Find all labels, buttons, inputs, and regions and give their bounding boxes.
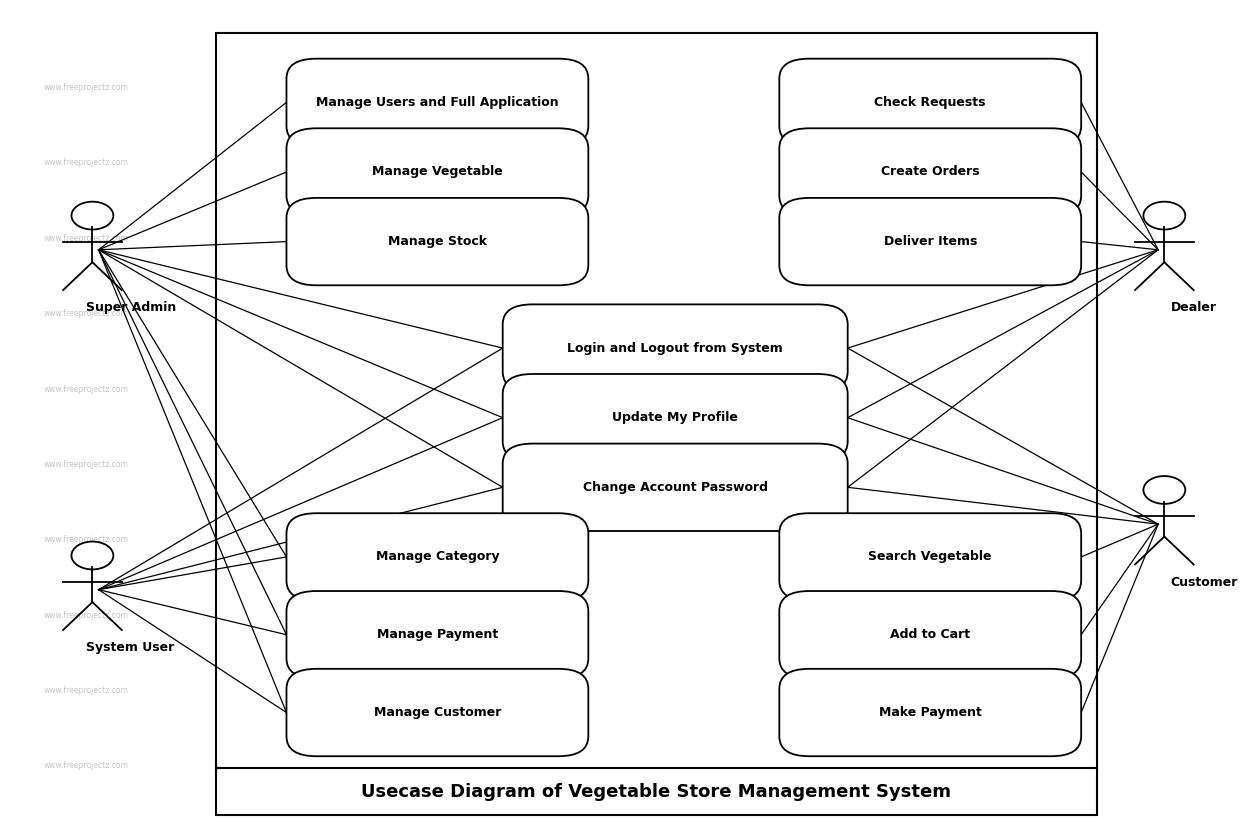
Text: www.freeprojectz.com: www.freeprojectz.com — [44, 611, 129, 619]
FancyBboxPatch shape — [503, 305, 848, 391]
Text: www.freeprojectz.com: www.freeprojectz.com — [623, 536, 708, 544]
Text: Make Payment: Make Payment — [878, 706, 982, 719]
Text: www.freeprojectz.com: www.freeprojectz.com — [912, 84, 997, 92]
Text: www.freeprojectz.com: www.freeprojectz.com — [333, 611, 418, 619]
Text: www.freeprojectz.com: www.freeprojectz.com — [333, 159, 418, 167]
FancyBboxPatch shape — [286, 198, 588, 285]
Text: Manage Category: Manage Category — [375, 550, 499, 563]
FancyBboxPatch shape — [503, 374, 848, 461]
Text: www.freeprojectz.com: www.freeprojectz.com — [623, 159, 708, 167]
Text: Manage Payment: Manage Payment — [377, 628, 498, 641]
Text: www.freeprojectz.com: www.freeprojectz.com — [623, 84, 708, 92]
FancyBboxPatch shape — [779, 514, 1081, 600]
Text: Manage Vegetable: Manage Vegetable — [372, 165, 503, 179]
Text: www.freeprojectz.com: www.freeprojectz.com — [912, 686, 997, 695]
Text: www.freeprojectz.com: www.freeprojectz.com — [44, 686, 129, 695]
Text: System User: System User — [86, 641, 174, 654]
Text: www.freeprojectz.com: www.freeprojectz.com — [623, 762, 708, 770]
Text: www.freeprojectz.com: www.freeprojectz.com — [333, 310, 418, 318]
FancyBboxPatch shape — [779, 591, 1081, 678]
Text: Customer: Customer — [1171, 576, 1238, 589]
Text: www.freeprojectz.com: www.freeprojectz.com — [623, 234, 708, 242]
Text: www.freeprojectz.com: www.freeprojectz.com — [333, 686, 418, 695]
Text: www.freeprojectz.com: www.freeprojectz.com — [333, 536, 418, 544]
Text: www.freeprojectz.com: www.freeprojectz.com — [912, 234, 997, 242]
FancyBboxPatch shape — [286, 129, 588, 215]
Text: www.freeprojectz.com: www.freeprojectz.com — [44, 84, 129, 92]
Text: Dealer: Dealer — [1171, 301, 1216, 314]
Text: Update My Profile: Update My Profile — [612, 411, 738, 424]
FancyBboxPatch shape — [779, 198, 1081, 285]
Text: Super Admin: Super Admin — [86, 301, 176, 314]
Text: Check Requests: Check Requests — [874, 96, 986, 109]
Text: www.freeprojectz.com: www.freeprojectz.com — [44, 460, 129, 468]
FancyBboxPatch shape — [779, 669, 1081, 756]
FancyBboxPatch shape — [286, 669, 588, 756]
Text: www.freeprojectz.com: www.freeprojectz.com — [44, 234, 129, 242]
Text: www.freeprojectz.com: www.freeprojectz.com — [623, 310, 708, 318]
Bar — [215, 768, 1097, 815]
Text: www.freeprojectz.com: www.freeprojectz.com — [912, 310, 997, 318]
Text: Search Vegetable: Search Vegetable — [868, 550, 992, 563]
Text: Create Orders: Create Orders — [881, 165, 980, 179]
Text: www.freeprojectz.com: www.freeprojectz.com — [912, 762, 997, 770]
Text: www.freeprojectz.com: www.freeprojectz.com — [623, 686, 708, 695]
Text: Usecase Diagram of Vegetable Store Management System: Usecase Diagram of Vegetable Store Manag… — [362, 783, 951, 800]
Text: www.freeprojectz.com: www.freeprojectz.com — [912, 159, 997, 167]
Text: www.freeprojectz.com: www.freeprojectz.com — [44, 762, 129, 770]
Text: www.freeprojectz.com: www.freeprojectz.com — [912, 385, 997, 393]
Text: www.freeprojectz.com: www.freeprojectz.com — [333, 762, 418, 770]
Text: www.freeprojectz.com: www.freeprojectz.com — [912, 611, 997, 619]
Text: www.freeprojectz.com: www.freeprojectz.com — [623, 385, 708, 393]
Text: Login and Logout from System: Login and Logout from System — [567, 342, 783, 355]
Text: www.freeprojectz.com: www.freeprojectz.com — [44, 310, 129, 318]
Text: www.freeprojectz.com: www.freeprojectz.com — [912, 460, 997, 468]
Text: www.freeprojectz.com: www.freeprojectz.com — [912, 536, 997, 544]
Circle shape — [71, 541, 114, 569]
FancyBboxPatch shape — [286, 59, 588, 146]
FancyBboxPatch shape — [779, 129, 1081, 215]
FancyBboxPatch shape — [779, 59, 1081, 146]
Text: www.freeprojectz.com: www.freeprojectz.com — [333, 234, 418, 242]
Text: www.freeprojectz.com: www.freeprojectz.com — [44, 159, 129, 167]
Text: Change Account Password: Change Account Password — [583, 481, 768, 494]
FancyBboxPatch shape — [286, 514, 588, 600]
Text: www.freeprojectz.com: www.freeprojectz.com — [333, 460, 418, 468]
Text: www.freeprojectz.com: www.freeprojectz.com — [44, 385, 129, 393]
Circle shape — [1143, 476, 1185, 504]
Text: www.freeprojectz.com: www.freeprojectz.com — [623, 611, 708, 619]
Text: www.freeprojectz.com: www.freeprojectz.com — [333, 385, 418, 393]
Text: www.freeprojectz.com: www.freeprojectz.com — [44, 536, 129, 544]
Text: www.freeprojectz.com: www.freeprojectz.com — [333, 84, 418, 92]
Text: Deliver Items: Deliver Items — [883, 235, 977, 248]
Text: Manage Stock: Manage Stock — [388, 235, 487, 248]
Text: Add to Cart: Add to Cart — [891, 628, 971, 641]
Circle shape — [1143, 201, 1185, 229]
Bar — [215, 33, 1097, 770]
Text: www.freeprojectz.com: www.freeprojectz.com — [623, 460, 708, 468]
Circle shape — [71, 201, 114, 229]
Text: Manage Customer: Manage Customer — [374, 706, 502, 719]
FancyBboxPatch shape — [286, 591, 588, 678]
Text: Manage Users and Full Application: Manage Users and Full Application — [317, 96, 559, 109]
FancyBboxPatch shape — [503, 444, 848, 531]
